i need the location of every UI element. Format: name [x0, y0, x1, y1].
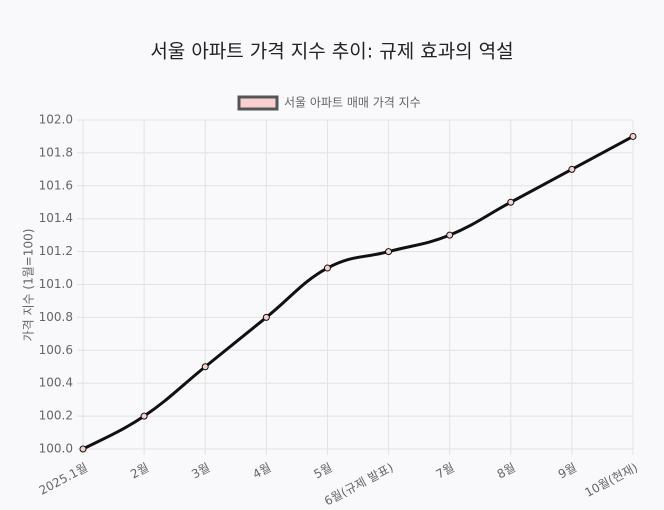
x-tick-label: 5월: [311, 460, 334, 481]
data-point: [201, 363, 209, 371]
y-tick-label: 100.4: [39, 376, 73, 390]
y-tick-label: 101.8: [39, 145, 73, 159]
x-tick-label: 7월: [434, 460, 457, 481]
y-tick-label: 101.0: [39, 277, 73, 291]
data-point: [79, 445, 87, 453]
chart-title: 서울 아파트 가격 지수 추이: 규제 효과의 역설: [150, 41, 513, 63]
data-point: [446, 231, 454, 239]
data-line: [82, 135, 634, 451]
legend-swatch: [237, 95, 279, 111]
x-tick-label: 9월: [556, 460, 579, 481]
y-tick-label: 100.2: [39, 409, 73, 423]
y-tick-label: 100.6: [39, 343, 73, 357]
data-point: [629, 132, 637, 140]
y-tick-label: 101.4: [39, 211, 73, 225]
x-tick-label: 3월: [189, 460, 212, 481]
y-tick-label: 100.8: [39, 310, 73, 324]
data-point: [323, 264, 331, 272]
x-tick-label: 2025.1월: [37, 460, 90, 497]
y-axis-label: 가격 지수 (1월=100): [22, 229, 36, 342]
data-point: [385, 248, 393, 256]
x-tick-label: 6월(규제 발표): [322, 460, 396, 508]
y-tick-label: 102.0: [39, 113, 73, 127]
x-tick-label: 2월: [128, 460, 151, 481]
y-tick-label: 100.0: [39, 442, 73, 456]
x-tick-label: 8월: [495, 460, 518, 481]
data-point: [262, 313, 270, 321]
data-point: [568, 165, 576, 173]
data-point: [140, 412, 148, 420]
x-tick-label: 4월: [250, 460, 273, 481]
legend-label: 서울 아파트 매매 가격 지수: [284, 96, 421, 110]
y-tick-label: 101.6: [39, 178, 73, 192]
x-tick-label: 10월(현재): [582, 460, 640, 499]
y-tick-label: 101.2: [39, 244, 73, 258]
data-point: [507, 198, 515, 206]
